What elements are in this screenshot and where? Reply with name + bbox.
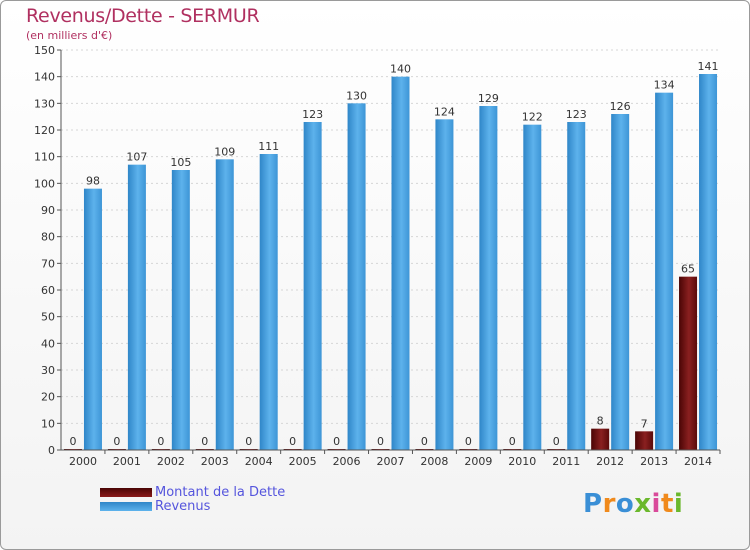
bar-dette: [635, 431, 654, 450]
data-label-dette: 0: [289, 435, 296, 448]
data-label-revenus: 140: [390, 63, 411, 76]
bar-dette: [679, 276, 698, 450]
x-tick-label: 2001: [113, 455, 141, 468]
data-label-revenus: 123: [566, 108, 587, 121]
bar-revenus: [523, 124, 542, 451]
y-tick-label: 150: [34, 44, 55, 57]
y-tick-label: 50: [41, 311, 55, 324]
x-tick-label: 2011: [552, 455, 580, 468]
y-tick-label: 140: [34, 71, 55, 84]
data-label-dette: 0: [201, 435, 208, 448]
logo-letter: x: [634, 489, 652, 519]
data-label-revenus: 129: [478, 92, 499, 105]
data-label-revenus: 122: [522, 111, 543, 124]
chart-title: Revenus/Dette - SERMUR: [26, 5, 260, 27]
y-tick-label: 70: [41, 257, 55, 270]
data-label-dette: 65: [681, 263, 695, 276]
data-label-dette: 0: [465, 435, 472, 448]
data-label-dette: 0: [333, 435, 340, 448]
x-tick-label: 2013: [640, 455, 668, 468]
x-tick-label: 2007: [377, 455, 405, 468]
data-label-dette: 0: [421, 435, 428, 448]
x-tick-label: 2002: [157, 455, 185, 468]
logo-letter: t: [660, 489, 674, 519]
data-label-revenus: 130: [346, 89, 367, 102]
data-label-revenus: 141: [698, 60, 719, 73]
y-tick-label: 30: [41, 364, 55, 377]
data-label-dette: 0: [245, 435, 252, 448]
data-label-dette: 0: [509, 435, 516, 448]
y-tick-label: 0: [48, 444, 55, 457]
y-tick-label: 10: [41, 417, 55, 430]
data-label-revenus: 134: [654, 79, 675, 92]
data-label-revenus: 123: [302, 108, 323, 121]
bar-revenus: [479, 106, 498, 450]
data-label-dette: 0: [553, 435, 560, 448]
x-tick-label: 2004: [245, 455, 273, 468]
y-tick-label: 80: [41, 231, 55, 244]
y-tick-label: 20: [41, 391, 55, 404]
x-tick-label: 2000: [69, 455, 97, 468]
y-tick-label: 100: [34, 177, 55, 190]
x-tick-label: 2003: [201, 455, 229, 468]
logo-letter: P: [583, 489, 603, 519]
data-label-revenus: 98: [86, 175, 100, 188]
legend-swatch-revenus: [100, 502, 152, 511]
x-tick-label: 2012: [596, 455, 624, 468]
data-label-dette: 8: [597, 415, 604, 428]
data-label-revenus: 124: [434, 105, 455, 118]
legend-swatch-dette: [100, 488, 152, 497]
x-axis: 2000 2001 2002 2003 2004 2005 2006 2007 2008 2009…: [61, 449, 721, 468]
logo-letter: i: [651, 489, 661, 519]
bar-revenus: [347, 103, 366, 450]
x-tick-label: 2006: [333, 455, 361, 468]
bar-revenus: [611, 114, 630, 450]
y-tick-label: 110: [34, 151, 55, 164]
bar-revenus: [435, 119, 454, 450]
bar-dette: [591, 428, 610, 450]
data-label-dette: 7: [641, 417, 648, 430]
bar-revenus: [567, 122, 586, 450]
bar-revenus: [303, 122, 322, 450]
data-label-dette: 0: [157, 435, 164, 448]
x-tick-label: 2009: [464, 455, 492, 468]
data-label-revenus: 109: [214, 145, 235, 158]
proxiti-logo: Proxiti: [583, 489, 683, 519]
y-axis: 0 10 20 30 40 50 60 70 80 90 100 110 120 130 140 150: [34, 44, 62, 457]
data-label-dette: 0: [377, 435, 384, 448]
data-label-revenus: 111: [258, 140, 279, 153]
legend-label-dette: Montant de la Dette: [155, 485, 286, 500]
x-tick-label: 2014: [684, 455, 712, 468]
y-tick-label: 120: [34, 124, 55, 137]
logo-letter: o: [615, 489, 635, 519]
data-label-dette: 0: [113, 435, 120, 448]
y-tick-label: 130: [34, 97, 55, 110]
bars: 0 98 0 107 0 105 0 109 0 111 0 123 0 130 0 140 0 124 0 129 0…: [63, 60, 719, 451]
bar-revenus: [391, 76, 410, 451]
bar-revenus: [699, 74, 718, 450]
x-tick-label: 2005: [289, 455, 317, 468]
bar-revenus: [655, 92, 674, 451]
y-tick-label: 60: [41, 284, 55, 297]
x-tick-label: 2008: [420, 455, 448, 468]
legend-label-revenus: Revenus: [155, 499, 211, 514]
bar-revenus: [171, 170, 190, 450]
bar-revenus: [127, 164, 146, 450]
data-label-revenus: 126: [610, 100, 631, 113]
y-tick-label: 40: [41, 337, 55, 350]
logo-letter: r: [602, 489, 616, 519]
chart-subtitle: (en milliers d'€): [26, 29, 113, 42]
y-tick-label: 90: [41, 204, 55, 217]
data-label-revenus: 107: [126, 151, 147, 164]
bar-revenus: [215, 159, 234, 451]
data-label-dette: 0: [69, 435, 76, 448]
bar-revenus: [83, 188, 102, 450]
data-label-revenus: 105: [170, 156, 191, 169]
bar-revenus: [259, 154, 278, 450]
logo-letter: i: [673, 489, 684, 519]
x-tick-label: 2010: [508, 455, 536, 468]
